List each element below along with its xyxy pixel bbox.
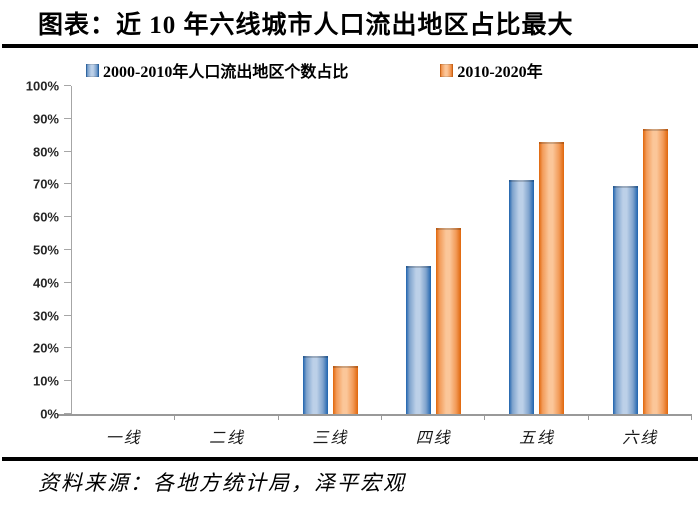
x-axis-tick <box>484 414 486 420</box>
y-axis-tick-label: 10% <box>32 373 59 389</box>
y-axis-tick-label: 0% <box>40 406 59 422</box>
y-axis-tick-label: 80% <box>32 144 59 160</box>
y-axis-tick <box>64 150 71 152</box>
page-title: 图表：近 10 年六线城市人口流出地区占比最大 <box>38 12 574 39</box>
bar-四线 <box>406 266 432 414</box>
chart-legend: 2000-2010年人口流出地区个数占比 2010-2020年 <box>86 58 543 82</box>
y-axis-tick <box>64 314 71 316</box>
y-axis-tick <box>64 281 71 283</box>
category-column-二线: 二线 <box>175 86 279 447</box>
legend-swatch-blue <box>86 63 99 77</box>
category-column-三线: 三线 <box>279 86 382 447</box>
bar-五线 <box>509 179 535 414</box>
y-axis-tick <box>64 380 71 382</box>
x-axis-category-label: 二线 <box>208 430 245 447</box>
x-axis-category-label: 三线 <box>312 430 349 447</box>
x-axis-tick <box>380 414 382 420</box>
legend-swatch-orange <box>440 63 454 77</box>
category-column-六线: 六线 <box>589 86 692 447</box>
y-axis-tick-label: 50% <box>32 242 59 258</box>
y-axis-tick <box>64 117 71 119</box>
category-column-四线: 四线 <box>382 86 486 447</box>
bar-三线 <box>302 356 328 414</box>
legend-item-2010-2020: 2010-2020年 <box>440 58 543 82</box>
y-axis-tick <box>64 85 71 86</box>
y-axis-tick <box>64 183 71 185</box>
bar-五线 <box>539 142 565 414</box>
x-axis-category-label: 五线 <box>518 430 555 447</box>
x-axis-tick <box>587 414 589 420</box>
bar-六线 <box>642 129 668 414</box>
y-axis-tick <box>64 413 71 414</box>
y-axis-tick <box>64 347 71 349</box>
category-column-五线: 五线 <box>485 86 589 447</box>
legend-item-2000-2010: 2000-2010年人口流出地区个数占比 <box>86 58 348 82</box>
y-axis-tick-label: 60% <box>32 209 59 225</box>
bar-四线 <box>436 228 462 414</box>
x-axis-tick <box>174 414 176 420</box>
y-axis-tick <box>64 249 71 250</box>
y-axis-tick-label: 100% <box>25 78 59 94</box>
y-axis-tick-label: 90% <box>32 111 59 127</box>
x-axis-tick <box>690 414 692 420</box>
footer-divider-rule <box>2 457 698 461</box>
x-axis-category-label: 一线 <box>105 430 142 447</box>
x-axis-category-label: 四线 <box>415 430 452 447</box>
x-axis-line <box>58 414 692 416</box>
category-columns: 一线 二线 三线 四线 五线 六线 <box>72 86 692 447</box>
y-axis-tick-label: 70% <box>32 176 59 192</box>
y-axis-tick-label: 20% <box>32 340 59 356</box>
legend-label: 2000-2010年人口流出地区个数占比 <box>103 64 349 81</box>
y-axis-line <box>71 86 72 414</box>
y-axis-tick-label: 30% <box>32 308 59 324</box>
bar-六线 <box>612 185 638 414</box>
legend-label: 2010-2020年 <box>457 64 543 81</box>
bar-三线 <box>332 366 358 414</box>
x-axis-category-label: 六线 <box>622 430 659 447</box>
y-axis-tick-label: 40% <box>32 275 59 291</box>
source-note: 资料来源：各地方统计局，泽平宏观 <box>38 471 406 495</box>
title-divider-rule <box>2 44 698 48</box>
category-column-一线: 一线 <box>72 86 176 447</box>
y-axis-tick <box>64 216 71 218</box>
bar-chart-plot-area: 一线 二线 三线 四线 五线 六线 0% 10% 20% 30% 40% 50% 60% 70% 80% 9… <box>26 79 692 447</box>
x-axis-tick <box>277 414 279 420</box>
